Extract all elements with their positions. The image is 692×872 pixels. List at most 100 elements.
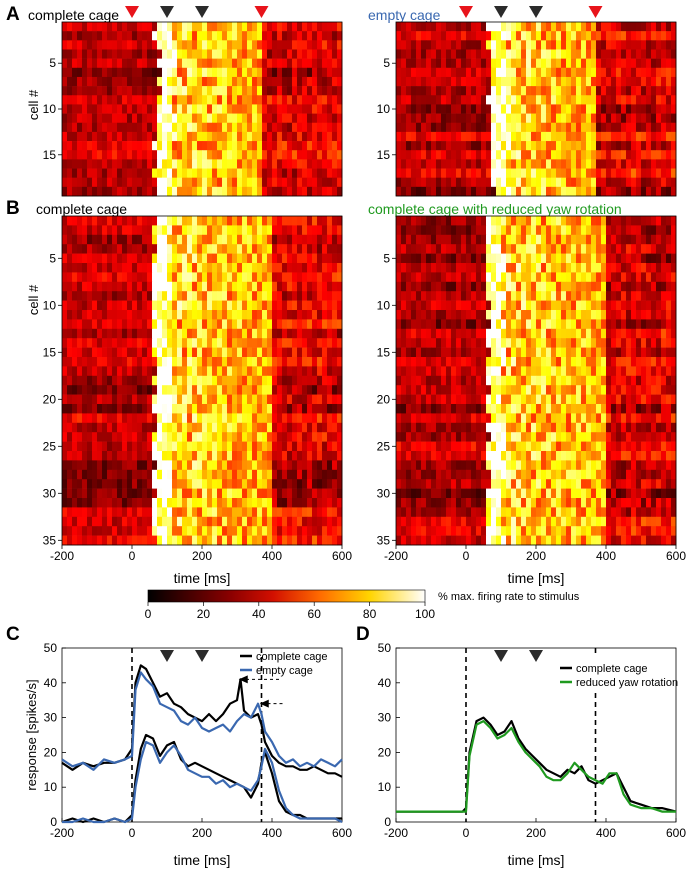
heatmap-cell [566, 150, 572, 160]
heatmap-cell [277, 122, 283, 133]
heatmap-cell [596, 281, 602, 292]
heatmap-cell [307, 469, 313, 480]
heatmap-cell [142, 40, 148, 50]
heatmap-cell [67, 104, 73, 114]
heatmap-cell [601, 49, 607, 59]
heatmap-cell [137, 338, 143, 348]
heatmap-cell [242, 507, 248, 518]
heatmap-cell [202, 394, 208, 405]
heatmap-cell [187, 31, 193, 41]
heatmap-cell [551, 216, 557, 226]
heatmap-cell [107, 225, 113, 236]
heatmap-cell [471, 113, 477, 124]
heatmap-cell [451, 40, 457, 50]
heatmap-cell [152, 234, 158, 245]
heatmap-cell [481, 300, 487, 311]
heatmap-cell [202, 357, 208, 367]
heatmap-cell [337, 272, 343, 283]
heatmap-cell [611, 67, 617, 78]
heatmap-cell [302, 413, 308, 424]
heatmap-cell [621, 216, 627, 226]
heatmap-cell [82, 253, 88, 264]
heatmap-cell [586, 263, 592, 273]
heatmap-cell [416, 141, 422, 151]
heatmap-cell [262, 488, 268, 499]
heatmap-cell [446, 131, 452, 142]
heatmap-cell [566, 253, 572, 264]
heatmap-cell [451, 328, 457, 339]
heatmap-cell [97, 177, 103, 188]
heatmap-cell [521, 281, 527, 292]
heatmap-cell [62, 441, 68, 452]
heatmap-cell [322, 479, 328, 489]
heatmap-cell [147, 310, 153, 320]
heatmap-b-left-title: complete cage [36, 201, 127, 217]
heatmap-cell [287, 40, 293, 50]
heatmap-cell [187, 76, 193, 87]
heatmap-cell [177, 150, 183, 160]
heatmap-cell [207, 469, 213, 480]
heatmap-cell [257, 526, 263, 536]
heatmap-cell [576, 40, 582, 50]
heatmap-cell [102, 310, 108, 320]
heatmap-cell [147, 516, 153, 527]
heatmap-cell [561, 168, 567, 178]
heatmap-cell [292, 272, 298, 283]
heatmap-cell [177, 113, 183, 124]
heatmap-cell [516, 338, 522, 348]
heatmap-cell [192, 507, 198, 518]
heatmap-cell [396, 310, 402, 320]
heatmap-cell [117, 498, 123, 508]
heatmap-cell [416, 300, 422, 311]
heatmap-cell [97, 385, 103, 395]
heatmap-cell [72, 31, 78, 41]
heatmap-cell [307, 234, 313, 245]
heatmap-cell [312, 168, 318, 178]
heatmap-cell [237, 366, 243, 377]
heatmap-cell [441, 300, 447, 311]
heatmap-cell [257, 432, 263, 442]
heatmap-cell [247, 338, 253, 348]
heatmap-cell [77, 413, 83, 424]
heatmap-cell [147, 479, 153, 489]
heatmap-cell [596, 31, 602, 41]
heatmap-cell [506, 67, 512, 78]
heatmap-cell [506, 122, 512, 133]
heatmap-cell [661, 253, 667, 264]
heatmap-cell [317, 404, 323, 414]
heatmap-cell [327, 31, 333, 41]
heatmap-cell [92, 86, 98, 96]
heatmap-cell [137, 441, 143, 452]
heatmap-cell [152, 225, 158, 236]
heatmap-cell [317, 113, 323, 124]
black-triangle-marker [494, 6, 508, 18]
heatmap-cell [292, 22, 298, 32]
heatmap-cell [207, 225, 213, 236]
heatmap-cell [456, 234, 462, 245]
heatmap-cell [102, 432, 108, 442]
heatmap-cell [621, 291, 627, 301]
x-tick-label: -200 [50, 549, 74, 563]
heatmap-cell [127, 441, 133, 452]
heatmap-cell [616, 49, 622, 59]
heatmap-cell [631, 113, 637, 124]
heatmap-cell [636, 168, 642, 178]
heatmap-cell [611, 113, 617, 124]
heatmap-cell [546, 338, 552, 348]
heatmap-cell [107, 95, 113, 105]
heatmap-cell [626, 86, 632, 96]
heatmap-cell [451, 113, 457, 124]
heatmap-cell [651, 272, 657, 283]
heatmap-cell [252, 394, 258, 405]
heatmap-cell [172, 31, 178, 41]
heatmap-cell [292, 535, 298, 546]
heatmap-cell [212, 253, 218, 264]
heatmap-cell [192, 347, 198, 358]
heatmap-cell [546, 76, 552, 87]
heatmap-cell [152, 404, 158, 414]
heatmap-cell [521, 58, 527, 69]
heatmap-cell [656, 347, 662, 358]
heatmap-cell [187, 479, 193, 489]
heatmap-cell [481, 177, 487, 188]
heatmap-cell [636, 338, 642, 348]
